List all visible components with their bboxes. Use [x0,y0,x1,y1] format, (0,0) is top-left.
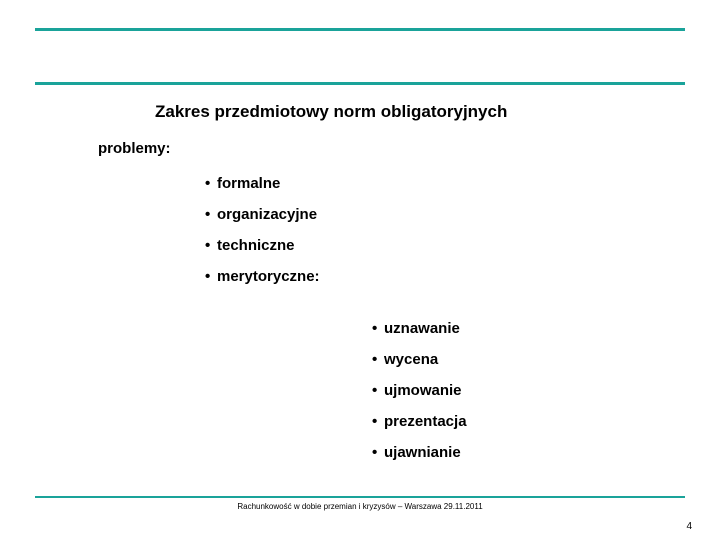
list-item-label: ujawnianie [384,444,461,461]
primary-bullet-list: •formalne •organizacyjne •techniczne •me… [205,175,320,299]
page-number: 4 [686,521,692,532]
secondary-bullet-list: •uznawanie •wycena •ujmowanie •prezentac… [372,320,467,475]
list-item: •organizacyjne [205,206,320,223]
top-rule-1 [35,28,685,31]
bottom-rule [35,496,685,498]
list-item: •prezentacja [372,413,467,430]
list-item-label: uznawanie [384,320,460,337]
list-item: •uznawanie [372,320,467,337]
list-item-label: ujmowanie [384,382,462,399]
list-item-label: organizacyjne [217,206,317,223]
bullet-icon: • [372,351,384,368]
slide-title: Zakres przedmiotowy norm obligatoryjnych [155,102,507,122]
list-item-label: merytoryczne: [217,268,320,285]
slide: Zakres przedmiotowy norm obligatoryjnych… [0,0,720,540]
top-rule-2 [35,82,685,85]
list-item: •ujawnianie [372,444,467,461]
list-item: •techniczne [205,237,320,254]
bullet-icon: • [372,444,384,461]
bullet-icon: • [372,382,384,399]
bullet-icon: • [205,268,217,285]
slide-subtitle: problemy: [98,140,171,157]
list-item-label: wycena [384,351,438,368]
list-item: •formalne [205,175,320,192]
bullet-icon: • [205,206,217,223]
list-item: •wycena [372,351,467,368]
list-item: •merytoryczne: [205,268,320,285]
list-item-label: formalne [217,175,280,192]
footer-text: Rachunkowość w dobie przemian i kryzysów… [0,502,720,511]
list-item: •ujmowanie [372,382,467,399]
bullet-icon: • [205,175,217,192]
list-item-label: techniczne [217,237,295,254]
bullet-icon: • [372,320,384,337]
bullet-icon: • [205,237,217,254]
bullet-icon: • [372,413,384,430]
list-item-label: prezentacja [384,413,467,430]
